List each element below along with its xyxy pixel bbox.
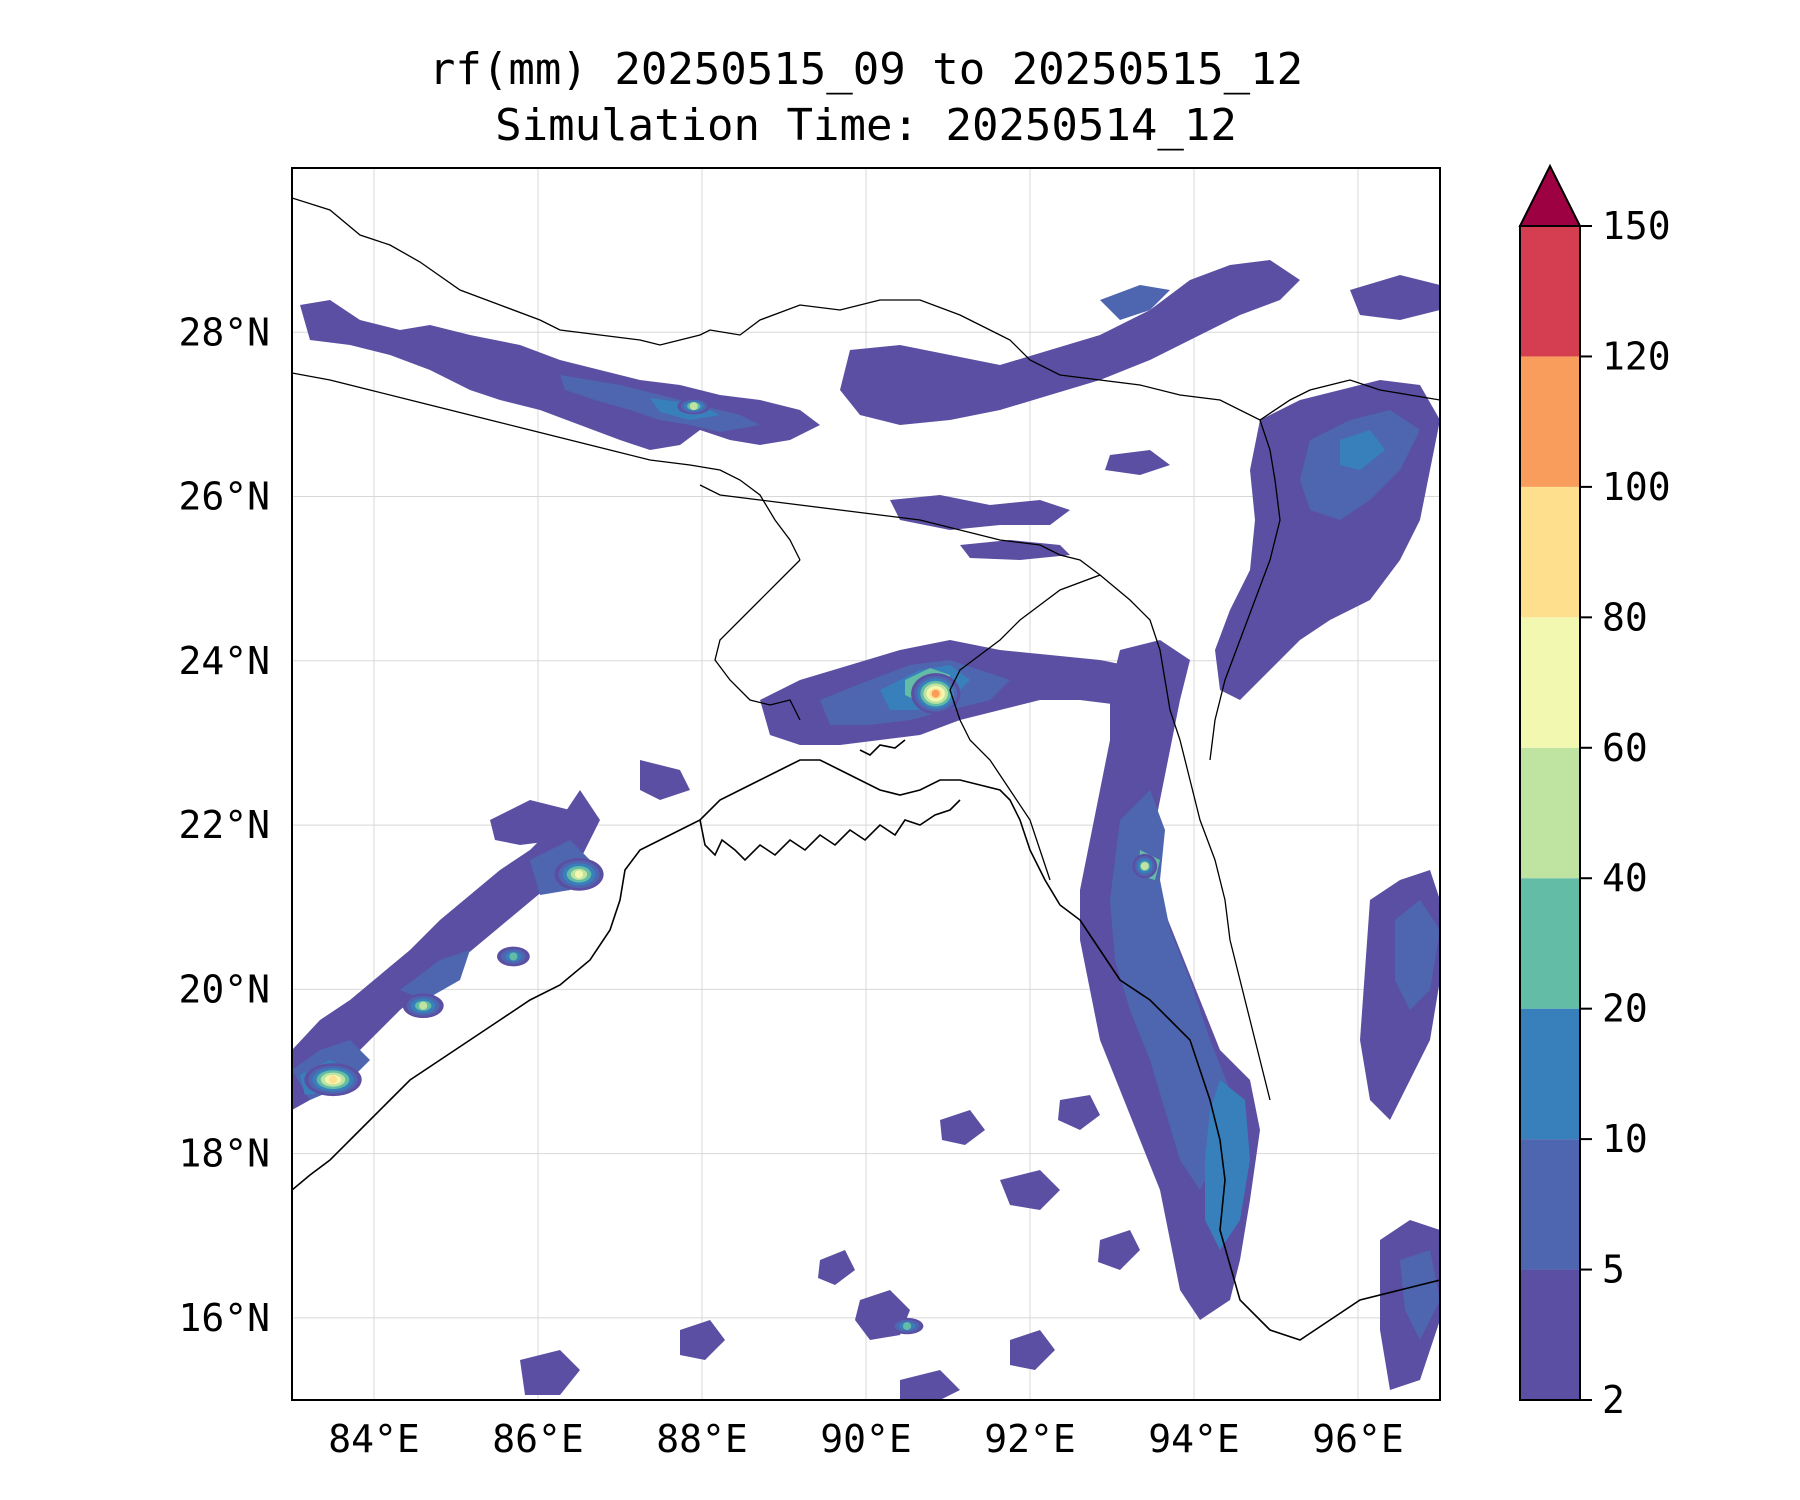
colorbar-tick-label: 2 xyxy=(1602,1378,1625,1422)
lon-tick-label: 94°E xyxy=(1148,1417,1240,1461)
rain-cell xyxy=(419,1001,428,1010)
lon-tick-label: 92°E xyxy=(984,1417,1076,1461)
colorbar-tick-label: 150 xyxy=(1602,204,1671,248)
rain-cell xyxy=(509,952,518,961)
map-frame xyxy=(291,167,1441,1401)
colorbar-tick-label: 60 xyxy=(1602,726,1648,770)
gridlines xyxy=(292,168,1440,1400)
colorbar-segment xyxy=(1520,1008,1580,1140)
coastlines xyxy=(292,739,1440,1341)
rain-cell xyxy=(1140,862,1149,871)
lon-tick-label: 84°E xyxy=(328,1417,420,1461)
rain-cells xyxy=(304,397,1158,1335)
colorbar-tick-label: 100 xyxy=(1602,465,1671,509)
colorbar: 2 5 10 20 40 60 80 100 120 150 xyxy=(1518,163,1671,1422)
colorbar-tick-label: 20 xyxy=(1602,987,1648,1031)
colorbar-tick-label: 40 xyxy=(1602,856,1648,900)
colorbar-segment xyxy=(1520,356,1580,487)
colorbar-segment xyxy=(1520,226,1580,357)
title-line-1: rf(mm) 20250515_09 to 20250515_12 xyxy=(429,44,1303,95)
rain-cell xyxy=(689,402,698,411)
longitude-tick-labels: 84°E 86°E 88°E 90°E 92°E 94°E 96°E xyxy=(328,1417,1404,1461)
lat-tick-label: 28°N xyxy=(178,310,270,354)
colorbar-segment xyxy=(1520,747,1580,879)
colorbar-segment xyxy=(1520,617,1580,748)
borders xyxy=(292,197,1440,1101)
colorbar-segment xyxy=(1520,1139,1580,1270)
colorbar-extend-arrow xyxy=(1518,163,1582,227)
rain-cell xyxy=(574,870,584,879)
colorbar-segment xyxy=(1520,878,1580,1009)
lon-tick-label: 88°E xyxy=(656,1417,748,1461)
colorbar-tick-label: 120 xyxy=(1602,334,1671,378)
colorbar-frame xyxy=(1519,225,1581,1401)
lon-tick-label: 90°E xyxy=(820,1417,912,1461)
colorbar-segment xyxy=(1520,486,1580,618)
lat-tick-label: 22°N xyxy=(178,803,270,847)
latitude-tick-labels: 16°N 18°N 20°N 22°N 24°N 26°N 28°N xyxy=(178,310,270,1340)
lon-tick-label: 96°E xyxy=(1312,1417,1404,1461)
colorbar-tick-label: 10 xyxy=(1602,1117,1648,1161)
lat-tick-label: 18°N xyxy=(178,1132,270,1176)
lat-tick-label: 20°N xyxy=(178,967,270,1011)
rain-cell xyxy=(931,689,940,698)
map-area xyxy=(292,197,1440,1400)
rain-cell xyxy=(902,1322,912,1331)
colorbar-tick-label: 5 xyxy=(1602,1248,1625,1292)
colorbar-segment xyxy=(1520,1269,1580,1400)
lat-tick-label: 26°N xyxy=(178,475,270,519)
lon-tick-label: 86°E xyxy=(492,1417,584,1461)
title-line-2: Simulation Time: 20250514_12 xyxy=(495,100,1237,151)
lat-tick-label: 16°N xyxy=(178,1296,270,1340)
rain-cell xyxy=(328,1075,338,1084)
lat-tick-label: 24°N xyxy=(178,639,270,683)
colorbar-tick-label: 80 xyxy=(1602,595,1648,639)
